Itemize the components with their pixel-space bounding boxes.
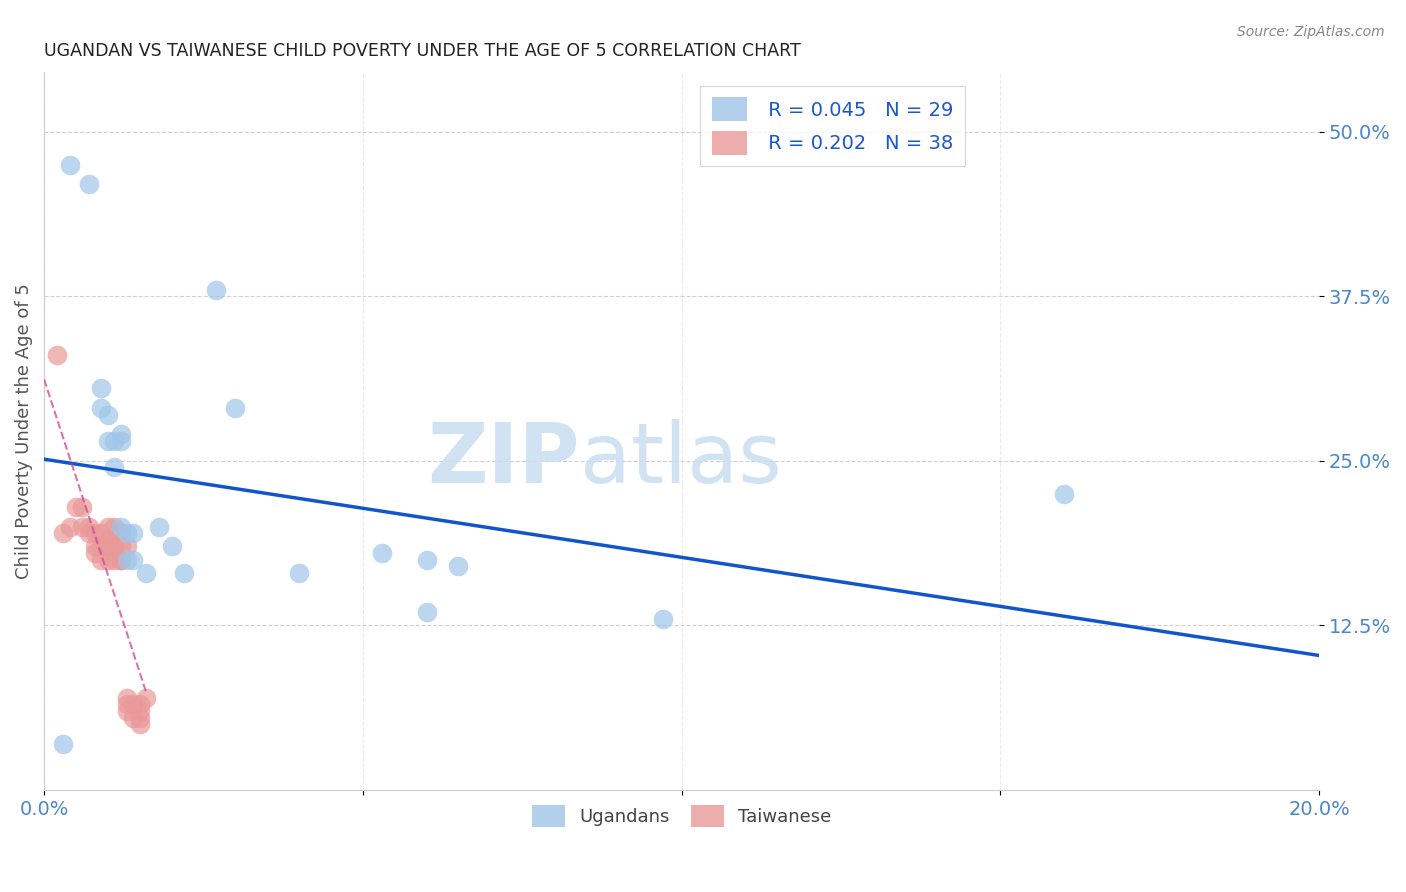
Point (72, 519, 94, 533)
Point (77, 178, 100, 192)
Point (97, 519, 120, 533)
Point (103, 540, 125, 554)
Point (371, 546, 394, 560)
Point (72, 500, 94, 514)
Point (110, 540, 132, 554)
Y-axis label: Child Poverty Under the Age of 5: Child Poverty Under the Age of 5 (15, 284, 32, 579)
Point (115, 690, 138, 705)
Point (59, 158, 82, 172)
Point (52, 737, 75, 751)
Point (115, 540, 138, 554)
Point (447, 559, 470, 574)
Point (110, 427, 132, 442)
Point (84, 526, 107, 541)
Point (90, 526, 112, 541)
Point (173, 566, 195, 580)
Point (84, 546, 107, 560)
Point (135, 690, 157, 705)
Point (115, 552, 138, 566)
Text: Source: ZipAtlas.com: Source: ZipAtlas.com (1237, 25, 1385, 39)
Point (122, 526, 145, 541)
Point (128, 698, 150, 712)
Point (110, 519, 132, 533)
Legend: Ugandans, Taiwanese: Ugandans, Taiwanese (524, 798, 838, 835)
Point (90, 401, 112, 416)
Point (110, 526, 132, 541)
Text: UGANDAN VS TAIWANESE CHILD POVERTY UNDER THE AGE OF 5 CORRELATION CHART: UGANDAN VS TAIWANESE CHILD POVERTY UNDER… (44, 42, 801, 60)
Point (122, 698, 145, 712)
Point (128, 717, 150, 731)
Point (115, 698, 138, 712)
Point (103, 540, 125, 554)
Point (122, 552, 145, 566)
Point (77, 519, 100, 533)
Point (415, 605, 437, 619)
Point (103, 460, 125, 475)
Point (97, 408, 120, 422)
Point (128, 704, 150, 718)
Point (128, 710, 150, 724)
Point (97, 434, 120, 448)
Point (97, 552, 120, 566)
Point (415, 552, 437, 566)
Point (205, 283, 228, 297)
Point (1053, 486, 1076, 500)
Point (122, 710, 145, 724)
Point (135, 566, 157, 580)
Point (288, 566, 311, 580)
Point (148, 519, 170, 533)
Text: atlas: atlas (579, 419, 782, 500)
Point (103, 434, 125, 448)
Point (160, 540, 183, 554)
Point (224, 401, 246, 416)
Point (651, 612, 673, 626)
Point (110, 552, 132, 566)
Point (97, 540, 120, 554)
Point (110, 552, 132, 566)
Point (110, 434, 132, 448)
Point (97, 540, 120, 554)
Point (90, 552, 112, 566)
Point (45, 349, 67, 363)
Point (84, 540, 107, 554)
Point (65, 500, 87, 514)
Point (59, 519, 82, 533)
Point (52, 526, 75, 541)
Point (103, 519, 125, 533)
Text: ZIP: ZIP (427, 419, 579, 500)
Point (97, 533, 120, 547)
Point (115, 704, 138, 718)
Point (90, 540, 112, 554)
Point (77, 526, 100, 541)
Point (103, 552, 125, 566)
Point (115, 526, 138, 541)
Point (90, 381, 112, 395)
